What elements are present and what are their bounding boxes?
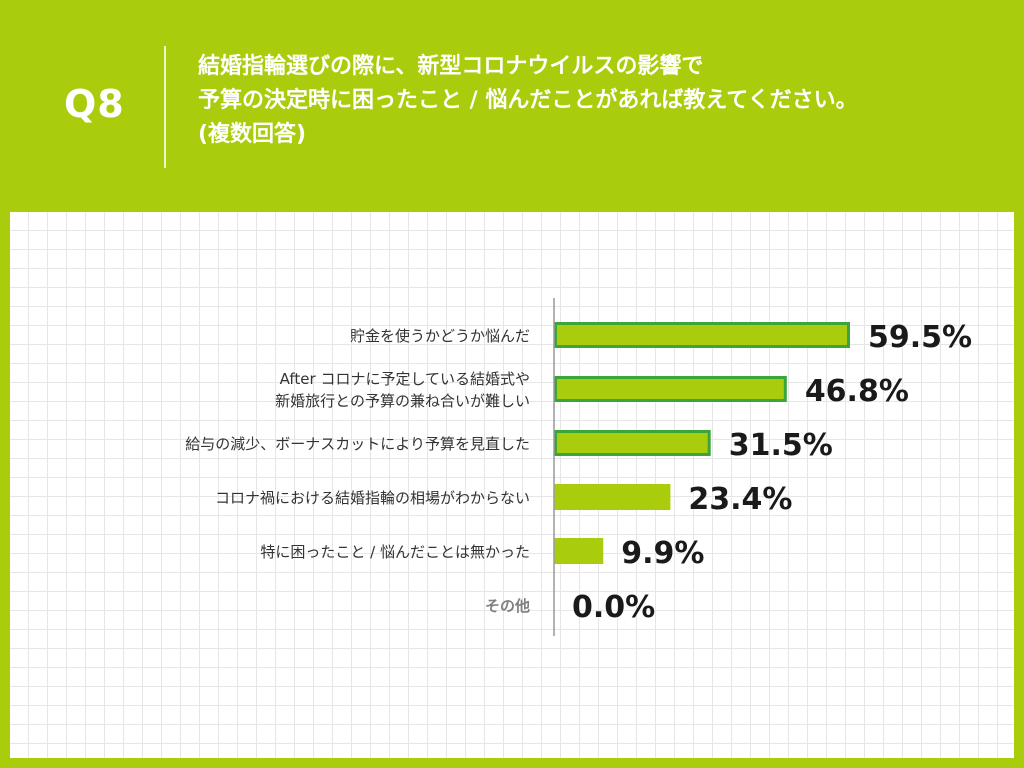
bar	[554, 430, 711, 456]
value-label: 59.5%	[868, 320, 972, 355]
category-label: 給与の減少、ボーナスカットにより予算を見直した	[185, 435, 530, 453]
category-label: コロナ禍における結婚指輪の相場がわからない	[215, 489, 530, 507]
bar	[554, 538, 604, 564]
bar	[554, 322, 850, 348]
value-label: 0.0%	[572, 590, 655, 625]
header: Q8 結婚指輪選びの際に、新型コロナウイルスの影響で 予算の決定時に困ったこと …	[0, 0, 1024, 210]
category-label: その他	[485, 597, 530, 615]
header-divider	[164, 46, 166, 168]
bar-chart: 59.5% 貯金を使うかどうか悩んだ 46.8% After コロナに予定している結婚…	[185, 298, 972, 636]
question-number: Q8	[64, 82, 125, 126]
value-label: 46.8%	[805, 374, 909, 409]
value-label: 9.9%	[621, 536, 704, 571]
bar	[554, 484, 671, 510]
value-label: 31.5%	[729, 428, 833, 463]
category-label: 新婚旅行との予算の兼ね合いが難しい	[275, 392, 530, 410]
question-line: 結婚指輪選びの際に、新型コロナウイルスの影響で	[198, 54, 704, 79]
category-label: 貯金を使うかどうか悩んだ	[350, 327, 530, 345]
chart-panel: 59.5% 貯金を使うかどうか悩んだ 46.8% After コロナに予定している結婚…	[10, 212, 1014, 758]
bar	[554, 376, 787, 402]
question-line: (複数回答)	[198, 122, 307, 147]
value-label: 23.4%	[688, 482, 792, 517]
category-label: After コロナに予定している結婚式や	[280, 370, 530, 388]
question-line: 予算の決定時に困ったこと / 悩んだことがあれば教えてください。	[198, 88, 858, 113]
question-text: 結婚指輪選びの際に、新型コロナウイルスの影響で 予算の決定時に困ったこと / 悩…	[198, 50, 858, 152]
category-label: 特に困ったこと / 悩んだことは無かった	[260, 543, 530, 561]
